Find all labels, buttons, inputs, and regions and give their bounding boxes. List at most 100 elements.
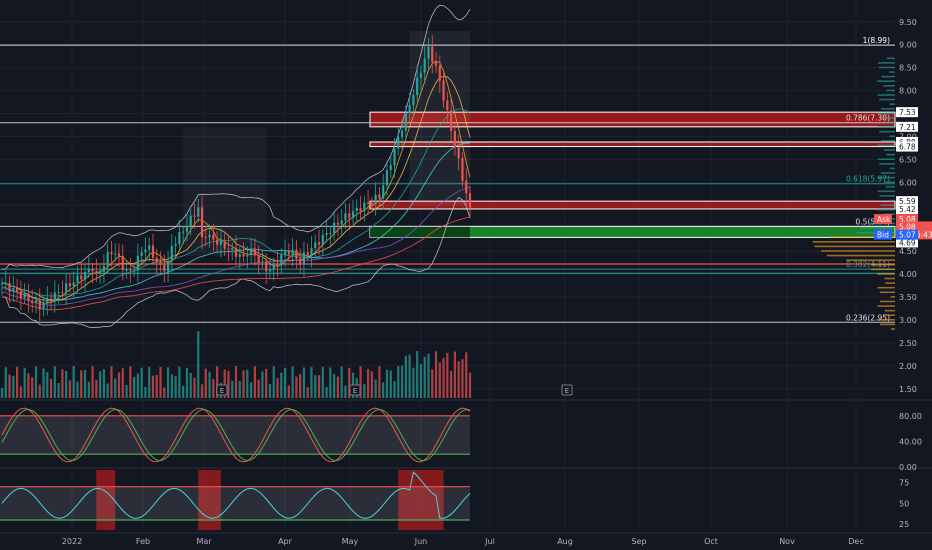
volume-profile-bar <box>884 309 895 312</box>
price-labels: 7.537.216.886.785.595.424.69 <box>896 107 918 248</box>
volume-bar <box>159 367 162 398</box>
volume-profile-bar <box>889 167 895 170</box>
volume-profile-bar <box>883 181 895 183</box>
time-tick-label: Mar <box>196 537 212 546</box>
volume-bar <box>234 366 238 398</box>
volume-bar <box>42 368 45 398</box>
candle-body <box>193 215 196 217</box>
fib-label: 0.5(5.04) <box>856 217 891 226</box>
volume-profile-bar <box>885 314 895 317</box>
candle-body <box>178 232 181 245</box>
candle-body <box>404 112 407 131</box>
candle-body <box>366 202 370 204</box>
price-label-box <box>896 237 918 248</box>
candle-body <box>389 165 392 171</box>
candle-body <box>212 234 215 240</box>
candle-body <box>287 251 290 255</box>
volume-bar <box>416 351 419 398</box>
candle-body <box>344 213 347 221</box>
volume-profile-bar <box>883 149 895 151</box>
candle-body <box>446 100 449 111</box>
osc2-highlight <box>96 470 116 530</box>
candle-body <box>132 270 136 272</box>
candle-body <box>253 248 256 256</box>
ask-price: 5.08 <box>899 215 916 224</box>
candle-body <box>159 262 162 265</box>
price-tick-label: 9.00 <box>899 41 917 50</box>
volume-bar <box>257 379 260 398</box>
volume-profile-bar <box>880 172 895 174</box>
volume-bar <box>306 387 309 398</box>
volume-bar <box>65 370 68 398</box>
volume-bar <box>287 385 290 398</box>
volume-bar <box>163 387 166 398</box>
candle-body <box>87 268 90 272</box>
candle-body <box>393 148 396 166</box>
candle-body <box>321 234 324 245</box>
candle-body <box>261 261 264 263</box>
candle-body <box>450 110 453 131</box>
volume-profile-bar <box>871 268 895 271</box>
fib-label: 0.618(5.97) <box>846 175 890 184</box>
candle-body <box>144 249 147 253</box>
volume-profile-bar <box>879 163 895 165</box>
price-tick-label: 8.00 <box>899 87 917 96</box>
volume-bar <box>310 366 313 398</box>
candle-body <box>336 222 340 225</box>
volume-bar <box>117 372 121 398</box>
volume-bar <box>178 366 181 398</box>
volume-profile-bar <box>890 199 895 202</box>
candle-body <box>38 300 41 310</box>
volume-bar <box>223 369 226 398</box>
candle-body <box>19 291 22 298</box>
volume-bar <box>333 373 336 398</box>
candle-body <box>329 233 332 235</box>
volume-bar <box>299 373 302 398</box>
volume-profile-bar <box>885 282 895 284</box>
volume-bar <box>72 366 75 398</box>
bid-tag <box>874 229 892 240</box>
candle-body <box>200 207 204 238</box>
candle-body <box>136 255 139 271</box>
price-tick-label: 9.50 <box>899 18 917 27</box>
price-tick-label: 6.50 <box>899 155 917 164</box>
volume-bar <box>136 373 139 398</box>
volume-bar <box>53 366 56 398</box>
earnings-marker <box>349 384 361 396</box>
candle-body <box>46 298 49 303</box>
candle-body <box>174 244 177 246</box>
volume-bar <box>419 364 423 398</box>
osc1-band <box>0 415 470 455</box>
candle-body <box>325 233 328 235</box>
volume-profile-bar <box>891 328 895 330</box>
volume-bar <box>166 367 170 398</box>
candle-body <box>121 255 124 270</box>
moving-average-line <box>1 186 471 306</box>
volume-bar <box>378 366 381 398</box>
volume-profile-bar <box>883 117 895 119</box>
volume-profile-bar <box>877 176 895 179</box>
candle-body <box>208 234 211 238</box>
candle-body <box>397 137 400 149</box>
candle-body <box>166 260 170 272</box>
volume-bar <box>68 380 72 398</box>
volume-profile-bar <box>889 71 895 73</box>
volume-bar <box>76 381 79 398</box>
volume-bar <box>340 366 343 398</box>
volume-profile-bar <box>880 204 895 206</box>
volume-profile-bar <box>884 277 895 280</box>
time-tick-label: May <box>342 537 359 546</box>
osc1-main <box>1 408 471 462</box>
candle-body <box>125 269 128 271</box>
time-tick-label: Sep <box>631 537 646 546</box>
volume-bar <box>189 372 192 398</box>
volume-bar <box>423 356 426 398</box>
time-axis[interactable]: 2022 Feb Mar Apr May Jun Jul Aug Sep Oct Nov Dec <box>62 537 864 546</box>
time-tick-label: Jun <box>414 537 428 546</box>
volume-profile-bar <box>886 89 895 92</box>
oscillator-pane-2: 75 50 25 <box>0 470 909 530</box>
candle-body <box>42 302 45 310</box>
volume-bar <box>49 378 53 398</box>
volume-bar <box>106 383 109 398</box>
